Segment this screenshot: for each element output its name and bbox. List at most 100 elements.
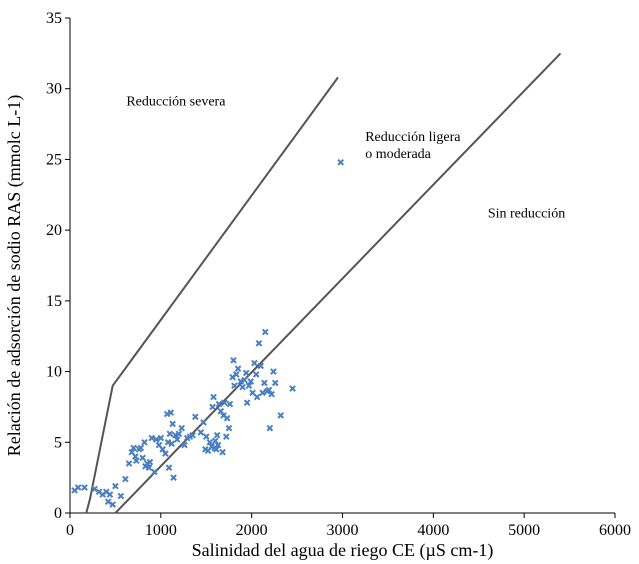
region-label: Sin reducción [488,206,565,221]
data-point-x-mark [265,386,273,394]
data-point-x-mark [106,491,114,498]
data-point [249,389,256,397]
data-point-x-mark [197,429,205,436]
data-point [74,484,82,491]
data-point-x-mark [109,501,116,508]
data-point [91,485,98,493]
data-point [178,424,186,432]
data-point-x-mark [214,441,222,449]
data-point [145,464,153,472]
region-label-line: Reducción severa [126,95,226,110]
data-point-x-mark [133,457,140,464]
data-point-x-mark [213,431,221,439]
data-point-x-mark [249,389,256,397]
data-point-x-mark [270,368,277,375]
data-point [223,414,231,422]
data-point [130,444,137,452]
data-point [106,491,114,498]
region-label: Reducción ligera o moderada [365,130,461,162]
data-point [112,482,119,490]
data-point [239,383,246,391]
data-point-x-mark [130,444,137,452]
data-point [261,328,269,336]
data-point [270,368,277,375]
data-point [261,379,268,387]
y-tick-label: 35 [46,10,62,27]
data-point-x-mark [166,430,174,438]
region-labels: Reducción severa Reducción ligera o modera… [126,95,565,222]
data-point [125,460,133,467]
data-point-x-mark [225,424,233,432]
data-point-x-mark [74,484,82,491]
data-point-x-mark [221,399,228,406]
data-point [259,389,266,397]
data-point-x-mark [137,444,145,452]
data-point [109,501,116,508]
data-point [232,371,240,378]
data-point [231,382,238,390]
data-point [210,393,217,401]
data-point-x-mark [146,458,154,466]
data-point-x-mark [234,365,242,373]
data-point [181,441,188,449]
data-point [251,359,258,367]
data-point-x-mark [259,389,266,397]
y-tick-label: 5 [54,434,62,451]
data-point [209,403,216,411]
data-point-x-mark [192,413,199,421]
data-point-x-mark [175,430,183,438]
data-point-x-mark [232,371,240,378]
data-point [157,434,165,442]
data-point [289,385,296,392]
data-point [257,362,265,370]
data-point-x-mark [178,424,186,432]
data-point-x-mark [122,475,129,483]
data-point [133,457,140,464]
data-point [221,399,228,406]
data-point [225,424,233,432]
data-point-x-mark [209,403,216,411]
region-label-line: Reducción ligera [365,130,461,145]
data-point [189,431,196,439]
data-point-x-mark [112,482,119,490]
data-point [265,386,273,394]
data-point-x-mark [168,440,176,448]
data-point [255,339,263,347]
x-tick-label: 3000 [327,522,359,539]
data-point-x-mark [289,385,296,392]
data-point [212,446,220,453]
data-point [159,446,166,453]
data-point-x-mark [251,359,258,367]
data-point-x-mark [255,339,263,347]
data-point-x-mark [337,158,344,166]
data-point [212,437,219,445]
data-point-x-mark [152,436,160,443]
data-point-x-mark [181,441,188,449]
boundary-line-1 [85,76,339,514]
data-point-x-mark [170,474,177,481]
data-point [253,393,261,401]
data-point-x-mark [243,399,251,406]
data-point-x-mark [104,498,112,505]
region-label-line: o moderada [365,147,431,162]
data-point-x-mark [219,448,226,456]
data-point [148,434,156,442]
data-point [200,419,207,426]
data-point-x-mark [239,383,246,391]
data-point-x-mark [206,438,214,446]
data-point [241,376,248,384]
data-point [266,424,274,432]
y-tick-label: 30 [46,81,62,98]
data-point-x-mark [173,436,181,443]
data-point [168,440,176,448]
region-label: Reducción severa [126,95,226,110]
data-point-x-mark [165,464,173,472]
y-tick-label: 20 [46,222,62,239]
data-point-x-mark [261,379,268,387]
data-point-x-mark [151,468,158,476]
x-tick-label: 2000 [236,522,268,539]
data-point-x-mark [167,409,175,416]
data-point-x-mark [159,446,166,453]
data-point [226,400,234,408]
